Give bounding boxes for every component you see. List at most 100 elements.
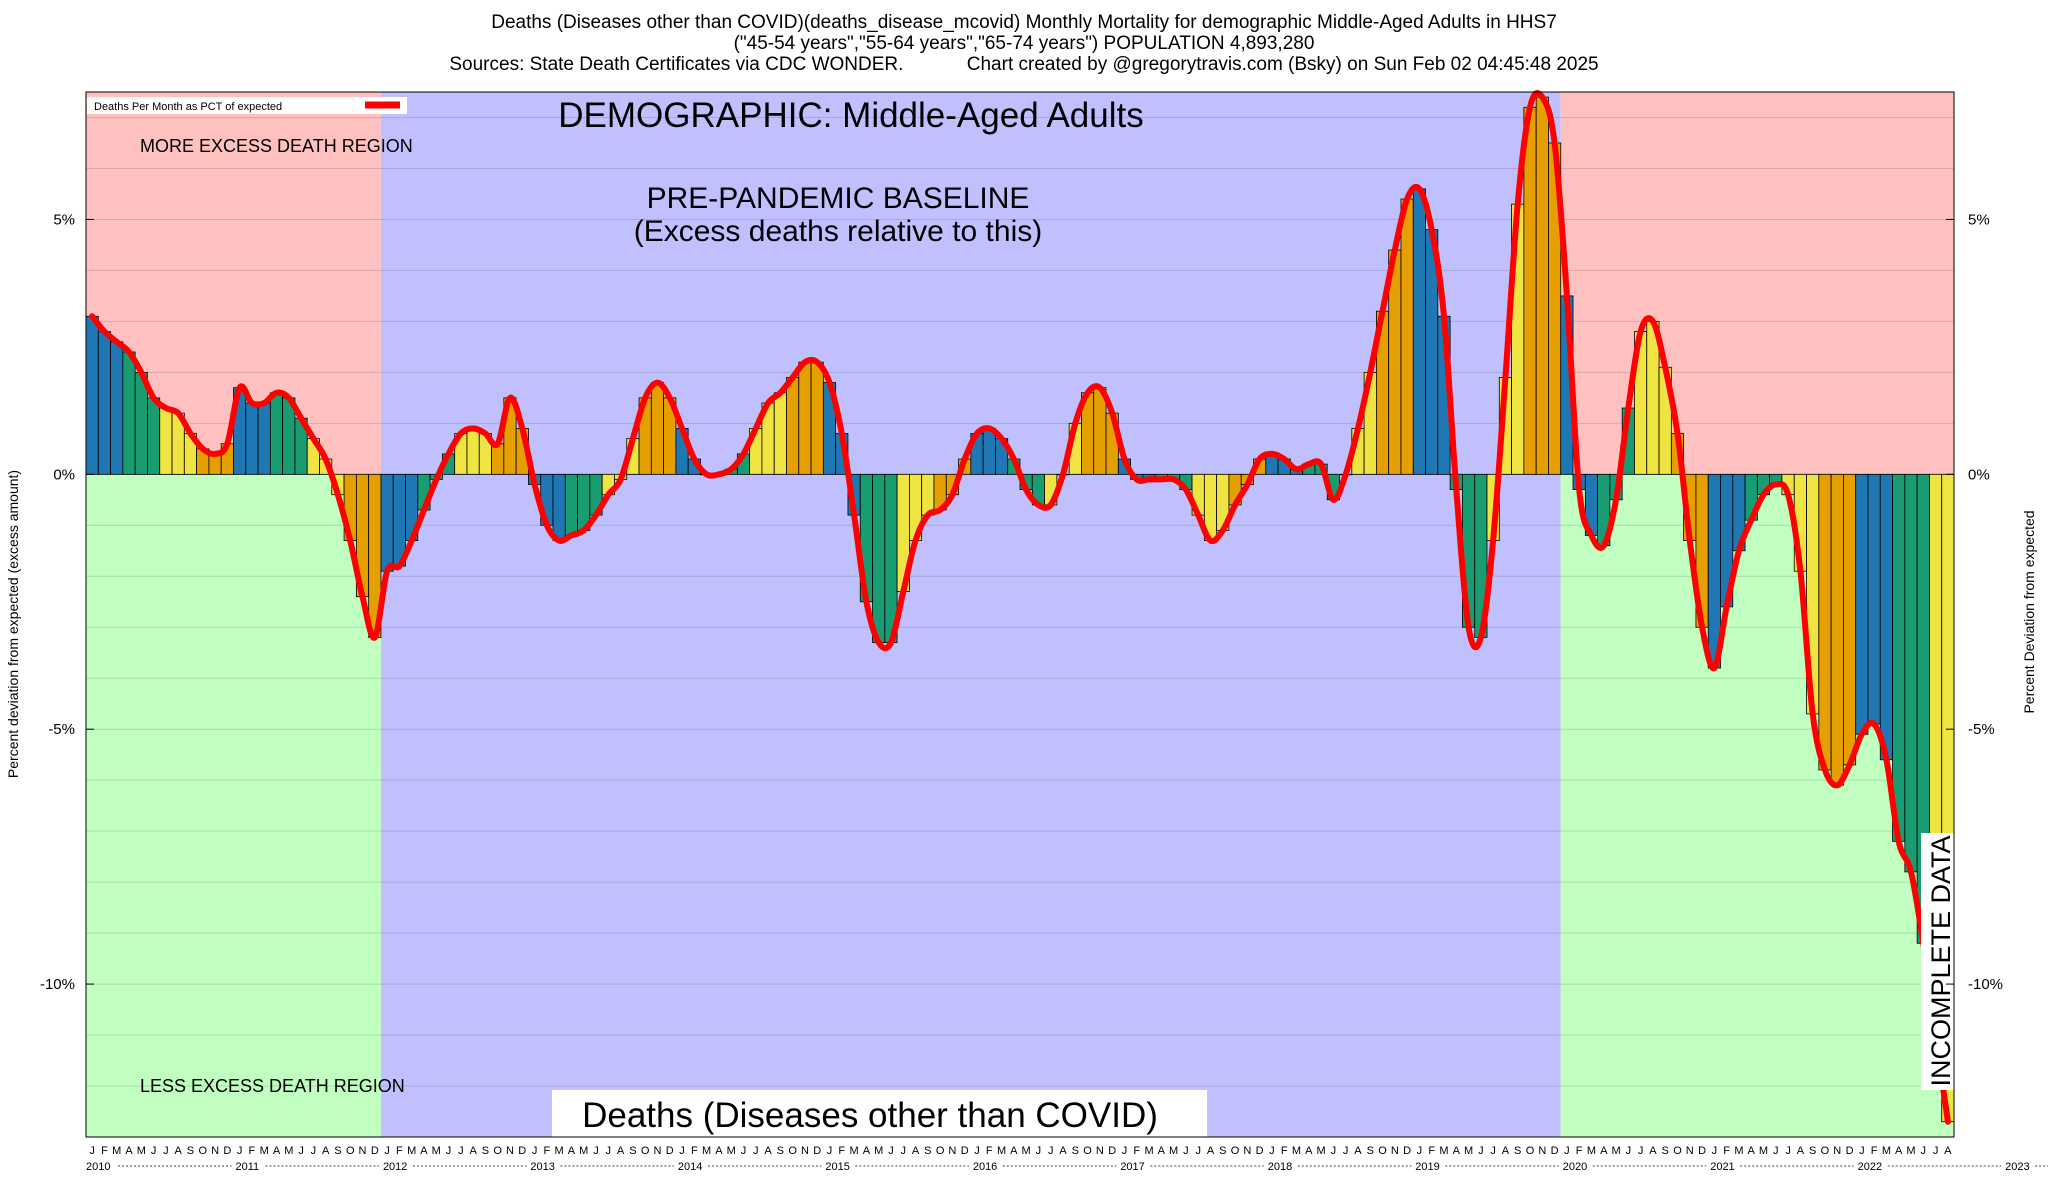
x-tick-month: M bbox=[407, 1145, 416, 1157]
x-tick-month: O bbox=[788, 1145, 797, 1157]
x-tick-month: S bbox=[1072, 1145, 1079, 1157]
x-tick-month: O bbox=[1231, 1145, 1240, 1157]
chart-subtitle: Deaths (Diseases other than COVID) bbox=[582, 1096, 1158, 1135]
bar bbox=[380, 473, 394, 572]
x-tick-month: J bbox=[1933, 1145, 1939, 1157]
x-tick-month: N bbox=[1538, 1145, 1546, 1157]
bar bbox=[1842, 473, 1857, 766]
gridlines bbox=[86, 116, 1954, 1087]
header-credit: Chart created by @gregorytravis.com (Bsk… bbox=[966, 54, 1599, 75]
x-tick-year: 2020 bbox=[1563, 1161, 1587, 1173]
bar bbox=[1400, 198, 1414, 475]
x-tick-month: A bbox=[912, 1145, 920, 1157]
x-tick-month: A bbox=[125, 1145, 133, 1157]
x-tick-month: F bbox=[691, 1145, 698, 1157]
baseline-region bbox=[380, 92, 1561, 1137]
x-tick-month: J bbox=[151, 1145, 157, 1157]
x-tick-month: A bbox=[469, 1145, 477, 1157]
x-tick-year: 2017 bbox=[1120, 1161, 1144, 1173]
x-tick-month: S bbox=[629, 1145, 636, 1157]
x-tick-month: M bbox=[284, 1145, 293, 1157]
x-tick-month: S bbox=[1219, 1145, 1226, 1157]
x-tick-month: A bbox=[715, 1145, 723, 1157]
x-tick-month: A bbox=[273, 1145, 281, 1157]
less-excess-region-label: LESS EXCESS DEATH REGION bbox=[140, 1076, 405, 1096]
bar bbox=[491, 443, 505, 475]
x-tick-month: N bbox=[653, 1145, 661, 1157]
x-tick-year: 2019 bbox=[1415, 1161, 1439, 1173]
bar bbox=[1830, 473, 1844, 786]
x-tick-month: F bbox=[1576, 1145, 1583, 1157]
x-tick-month: A bbox=[1207, 1145, 1215, 1157]
x-tick-year: 2016 bbox=[973, 1161, 997, 1173]
x-tick-month: M bbox=[1611, 1145, 1620, 1157]
x-tick-month: A bbox=[174, 1145, 182, 1157]
x-tick-month: D bbox=[1551, 1145, 1559, 1157]
x-tick-month: S bbox=[187, 1145, 194, 1157]
x-tick-month: D bbox=[223, 1145, 231, 1157]
legend-label: Deaths Per Month as PCT of expected bbox=[94, 101, 282, 113]
header-sources: Sources: State Death Certificates via CD… bbox=[449, 54, 904, 75]
x-tick-month: M bbox=[579, 1145, 588, 1157]
x-tick-month: F bbox=[1723, 1145, 1730, 1157]
bar bbox=[1879, 473, 1893, 761]
x-tick-month: J bbox=[888, 1145, 894, 1157]
bar bbox=[269, 392, 284, 475]
x-tick-month: O bbox=[1821, 1145, 1830, 1157]
x-tick-month: N bbox=[1096, 1145, 1104, 1157]
x-tick-month: O bbox=[641, 1145, 650, 1157]
x-tick-month: D bbox=[1403, 1145, 1411, 1157]
incomplete-data-label: INCOMPLETE DATA bbox=[1921, 833, 1957, 1090]
x-tick-month: D bbox=[518, 1145, 526, 1157]
x-tick-month: J bbox=[298, 1145, 304, 1157]
x-tick-month: A bbox=[420, 1145, 428, 1157]
legend: Deaths Per Month as PCT of expected bbox=[87, 97, 407, 114]
x-tick-month: A bbox=[1059, 1145, 1067, 1157]
x-tick-month: A bbox=[1354, 1145, 1362, 1157]
x-tick-month: M bbox=[1587, 1145, 1596, 1157]
y-tick-label: 0% bbox=[53, 466, 75, 483]
x-tick-month: A bbox=[1944, 1145, 1952, 1157]
bar bbox=[564, 473, 578, 536]
x-tick-month: J bbox=[384, 1145, 390, 1157]
x-tick-month: J bbox=[1626, 1145, 1632, 1157]
bar bbox=[85, 315, 99, 475]
x-tick-month: A bbox=[1502, 1145, 1510, 1157]
x-tick-year: 2011 bbox=[235, 1161, 259, 1173]
x-tick-month: F bbox=[101, 1145, 108, 1157]
x-tick-month: O bbox=[1526, 1145, 1535, 1157]
x-tick-month: A bbox=[1158, 1145, 1166, 1157]
x-tick-month: D bbox=[1256, 1145, 1264, 1157]
bar bbox=[773, 392, 787, 475]
more-excess-region-label: MORE EXCESS DEATH REGION bbox=[140, 136, 413, 156]
bar bbox=[921, 473, 935, 516]
x-tick-month: F bbox=[249, 1145, 256, 1157]
more-excess-region bbox=[1560, 92, 1954, 475]
x-tick-month: J bbox=[1773, 1145, 1779, 1157]
chart-title: DEMOGRAPHIC: Middle-Aged Adults bbox=[558, 96, 1143, 135]
x-tick-month: J bbox=[311, 1145, 317, 1157]
x-tick-month: O bbox=[198, 1145, 207, 1157]
header-line-2: ("45-54 years","55-64 years","65-74 year… bbox=[733, 33, 1315, 54]
x-tick-year: 2013 bbox=[530, 1161, 554, 1173]
x-tick-month: M bbox=[1734, 1145, 1743, 1157]
x-tick-month: J bbox=[901, 1145, 907, 1157]
x-tick-month: J bbox=[1490, 1145, 1496, 1157]
x-tick-month: N bbox=[1686, 1145, 1694, 1157]
y-tick-label: 5% bbox=[53, 211, 75, 228]
x-tick-month: F bbox=[838, 1145, 845, 1157]
x-tick-month: F bbox=[1871, 1145, 1878, 1157]
x-tick-month: M bbox=[112, 1145, 121, 1157]
x-tick-month: M bbox=[1169, 1145, 1178, 1157]
chart-header: Deaths (Diseases other than COVID)(death… bbox=[0, 12, 2048, 75]
x-tick-month: J bbox=[741, 1145, 747, 1157]
y-axis-label-right: Percent Deviation from expected bbox=[2021, 510, 2037, 713]
x-tick-month: J bbox=[753, 1145, 759, 1157]
y-tick-label: -10% bbox=[40, 976, 75, 993]
x-tick-month: D bbox=[961, 1145, 969, 1157]
x-tick-month: J bbox=[1921, 1145, 1927, 1157]
x-tick-month: A bbox=[568, 1145, 576, 1157]
y-axis-left: 5% 0% -5% -10% bbox=[40, 211, 94, 993]
